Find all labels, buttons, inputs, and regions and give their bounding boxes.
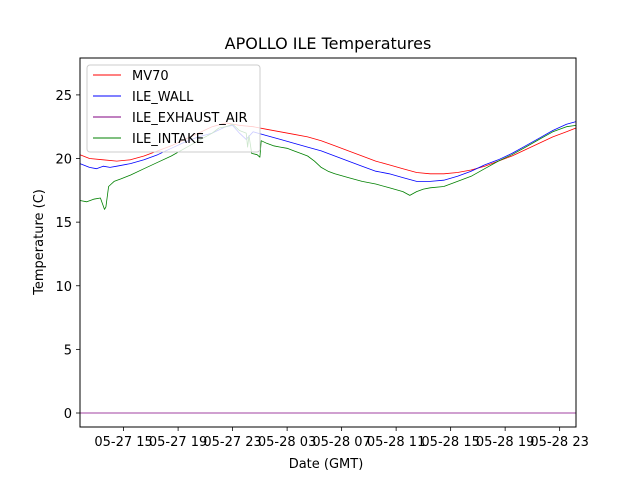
legend-label: MV70	[132, 69, 169, 84]
legend-box	[86, 64, 261, 153]
plot-frame	[79, 57, 577, 428]
y-tick-label: 0	[64, 407, 72, 422]
x-tick-label: 05-27 23	[203, 435, 261, 450]
x-tick-label: 05-28 19	[476, 435, 534, 450]
x-tick-label: 05-28 07	[312, 435, 370, 450]
x-axis-label: Date (GMT)	[289, 457, 364, 472]
y-axis-label: Temperature (C)	[32, 189, 47, 296]
y-tick-label: 20	[55, 153, 72, 168]
y-tick-label: 25	[55, 89, 72, 104]
series-line-ile-intake	[79, 123, 577, 210]
legend: MV70 ILE_WALL ILE_EXHAUST_AIR ILE_INTAKE	[86, 64, 261, 153]
x-tick-label: 05-28 23	[530, 435, 588, 450]
y-tick-label: 5	[64, 343, 72, 358]
y-tick-label: 15	[55, 216, 72, 231]
legend-label: ILE_EXHAUST_AIR	[132, 111, 248, 126]
x-tick-label: 05-27 19	[149, 435, 207, 450]
legend-label: ILE_INTAKE	[132, 132, 204, 147]
chart-title: APOLLO ILE Temperatures	[225, 34, 432, 53]
legend-label: ILE_WALL	[132, 90, 194, 105]
series-line-ile-wall	[79, 121, 577, 182]
x-tick-label: 05-28 11	[367, 435, 425, 450]
y-axis: 0 5 10 15 20 25	[55, 89, 80, 422]
x-tick-label: 05-28 15	[421, 435, 479, 450]
y-tick-label: 10	[55, 280, 72, 295]
x-tick-label: 05-27 15	[94, 435, 152, 450]
x-tick-label: 05-28 03	[258, 435, 316, 450]
